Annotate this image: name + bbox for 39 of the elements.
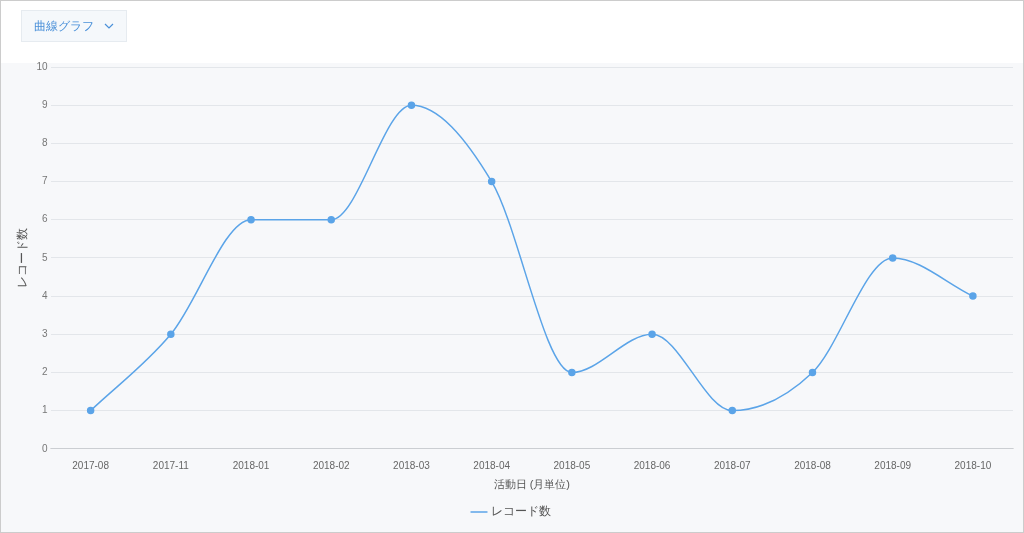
point [407, 101, 416, 109]
point [728, 406, 737, 415]
y-tick-label: 4 [41, 289, 48, 301]
x-tick-label: 2018-03 [393, 459, 431, 471]
x-tick-label: 2018-01 [232, 459, 270, 471]
y-tick-label: 3 [41, 328, 48, 340]
y-tick-label: 6 [41, 213, 48, 225]
point [808, 368, 817, 377]
point [568, 368, 576, 377]
legend-label: レコード数 [491, 504, 551, 519]
x-tick-label: 2018-05 [553, 459, 591, 471]
x-tick-label: 2017-11 [152, 459, 190, 471]
point [969, 292, 977, 300]
y-tick-label: 5 [41, 251, 48, 263]
point [167, 330, 175, 339]
x-tick-label: 2018-07 [713, 459, 752, 471]
x-tick-label: 2018-09 [874, 459, 912, 471]
x-axis-title: 活動日 (月単位) [493, 478, 570, 491]
y-axis-title: レコード数 [14, 227, 29, 288]
y-tick-label: 2 [41, 366, 48, 378]
y-tick-label: 7 [41, 175, 48, 187]
point [86, 406, 95, 415]
point [487, 177, 496, 186]
x-tick-label: 2018-08 [794, 459, 832, 471]
x-tick-label: 2018-10 [954, 459, 992, 471]
y-tick-label: 8 [41, 137, 48, 149]
y-tick-label: 1 [41, 404, 48, 416]
y-tick-label: 10 [36, 60, 48, 72]
point [327, 215, 335, 224]
x-tick-label: 2018-02 [312, 459, 351, 471]
y-tick-label: 0 [41, 442, 48, 454]
text: 曲線グラフ [34, 17, 94, 35]
x-tick-label: 2017-08 [72, 459, 110, 471]
point [247, 215, 255, 224]
point [648, 330, 656, 339]
y-tick-label: 9 [41, 98, 48, 110]
x-tick-label: 2018-06 [633, 459, 671, 471]
point [888, 254, 897, 262]
x-tick-label: 2018-04 [473, 459, 511, 471]
